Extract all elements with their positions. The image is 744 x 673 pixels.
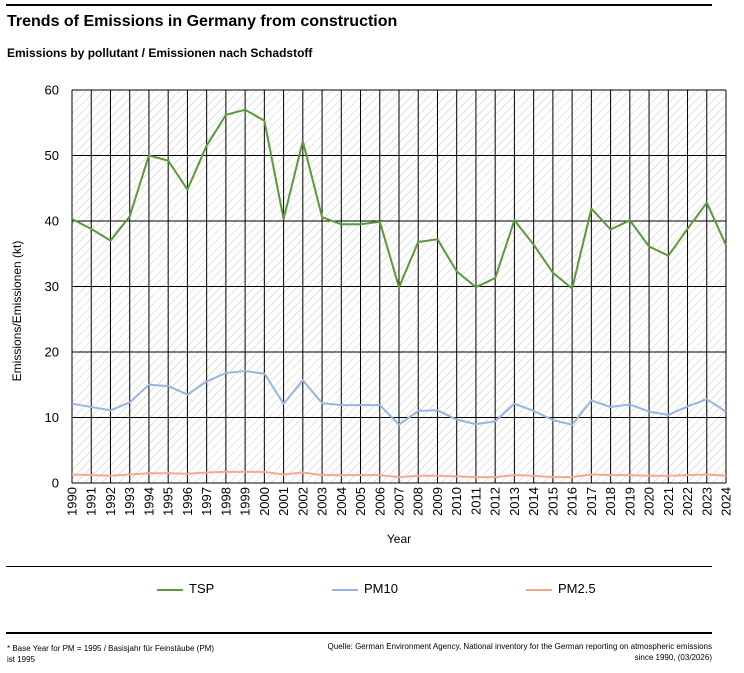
x-tick-label: 2012 bbox=[488, 487, 503, 516]
x-tick-label: 2010 bbox=[449, 487, 464, 516]
chart-subtitle: Emissions by pollutant / Emissionen nach… bbox=[7, 46, 313, 60]
x-tick-label: 2000 bbox=[257, 487, 272, 516]
legend-label-pm10: PM10 bbox=[364, 581, 398, 596]
y-tick-label: 20 bbox=[45, 345, 59, 360]
x-tick-label: 2019 bbox=[622, 487, 637, 516]
legend-swatch-pm10 bbox=[332, 589, 358, 591]
y-axis-label: Emissions/Emissionen (kt) bbox=[10, 241, 24, 382]
x-tick-label: 1993 bbox=[122, 487, 137, 516]
top-rule bbox=[6, 4, 712, 6]
x-tick-label: 2004 bbox=[334, 487, 349, 516]
x-tick-label: 1995 bbox=[161, 487, 176, 516]
x-tick-label: 1992 bbox=[103, 487, 118, 516]
x-tick-label: 1994 bbox=[141, 487, 156, 516]
x-tick-label: 1990 bbox=[65, 487, 80, 516]
x-tick-label: 2009 bbox=[430, 487, 445, 516]
x-tick-label: 2008 bbox=[411, 487, 426, 516]
source-line-1: Quelle: German Environment Agency, Natio… bbox=[327, 642, 712, 651]
legend-label-pm25: PM2.5 bbox=[558, 581, 596, 596]
x-tick-label: 1998 bbox=[218, 487, 233, 516]
x-tick-label: 2015 bbox=[545, 487, 560, 516]
legend: TSP PM10 PM2.5 bbox=[0, 577, 744, 601]
y-tick-label: 50 bbox=[45, 148, 59, 163]
x-tick-label: 2014 bbox=[526, 487, 541, 516]
x-tick-label: 2006 bbox=[372, 487, 387, 516]
chart-title: Trends of Emissions in Germany from cons… bbox=[7, 13, 398, 30]
x-tick-label: 2021 bbox=[661, 487, 676, 516]
x-axis-label: Year bbox=[387, 532, 411, 546]
x-tick-label: 2011 bbox=[468, 487, 483, 515]
x-tick-label: 1991 bbox=[84, 487, 99, 516]
x-tick-label: 2024 bbox=[719, 487, 734, 516]
y-tick-label: 10 bbox=[45, 410, 59, 425]
x-tick-label: 2018 bbox=[603, 487, 618, 516]
x-tick-label: 2022 bbox=[680, 487, 695, 516]
footer-rule bbox=[6, 632, 712, 634]
x-tick-label: 2003 bbox=[315, 487, 330, 516]
y-tick-label: 0 bbox=[52, 476, 59, 491]
x-tick-label: 2016 bbox=[565, 487, 580, 516]
x-tick-label: 2001 bbox=[276, 487, 291, 516]
x-axis-ticks: 1990 1991 1992 1993 1994 1995 1996 1997 1998 1999… bbox=[65, 487, 734, 516]
y-tick-label: 60 bbox=[45, 83, 59, 98]
x-tick-label: 2020 bbox=[642, 487, 657, 516]
legend-top-rule bbox=[6, 566, 712, 567]
x-tick-label: 2005 bbox=[353, 487, 368, 516]
x-tick-label: 1999 bbox=[238, 487, 253, 516]
source-line-2: since 1990, (03/2026) bbox=[634, 653, 712, 662]
x-tick-label: 2023 bbox=[699, 487, 714, 516]
legend-swatch-pm25 bbox=[526, 589, 552, 591]
x-tick-label: 2013 bbox=[507, 487, 522, 516]
legend-swatch-tsp bbox=[157, 589, 183, 591]
y-tick-label: 40 bbox=[45, 214, 59, 229]
x-tick-label: 2002 bbox=[295, 487, 310, 516]
x-tick-label: 2007 bbox=[392, 487, 407, 516]
x-tick-label: 1997 bbox=[199, 487, 214, 516]
data-series bbox=[71, 108, 727, 479]
footnote: * Base Year for PM = 1995 / Basisjahr fü… bbox=[7, 644, 214, 664]
source-note: Quelle: German Environment Agency, Natio… bbox=[232, 641, 712, 663]
y-axis-ticks: 0 10 20 30 40 50 60 bbox=[45, 83, 59, 491]
series-line-tsp bbox=[71, 108, 727, 290]
y-tick-label: 30 bbox=[45, 279, 59, 294]
x-tick-label: 1996 bbox=[180, 487, 195, 516]
legend-label-tsp: TSP bbox=[189, 581, 215, 596]
x-tick-label: 2017 bbox=[584, 487, 599, 516]
